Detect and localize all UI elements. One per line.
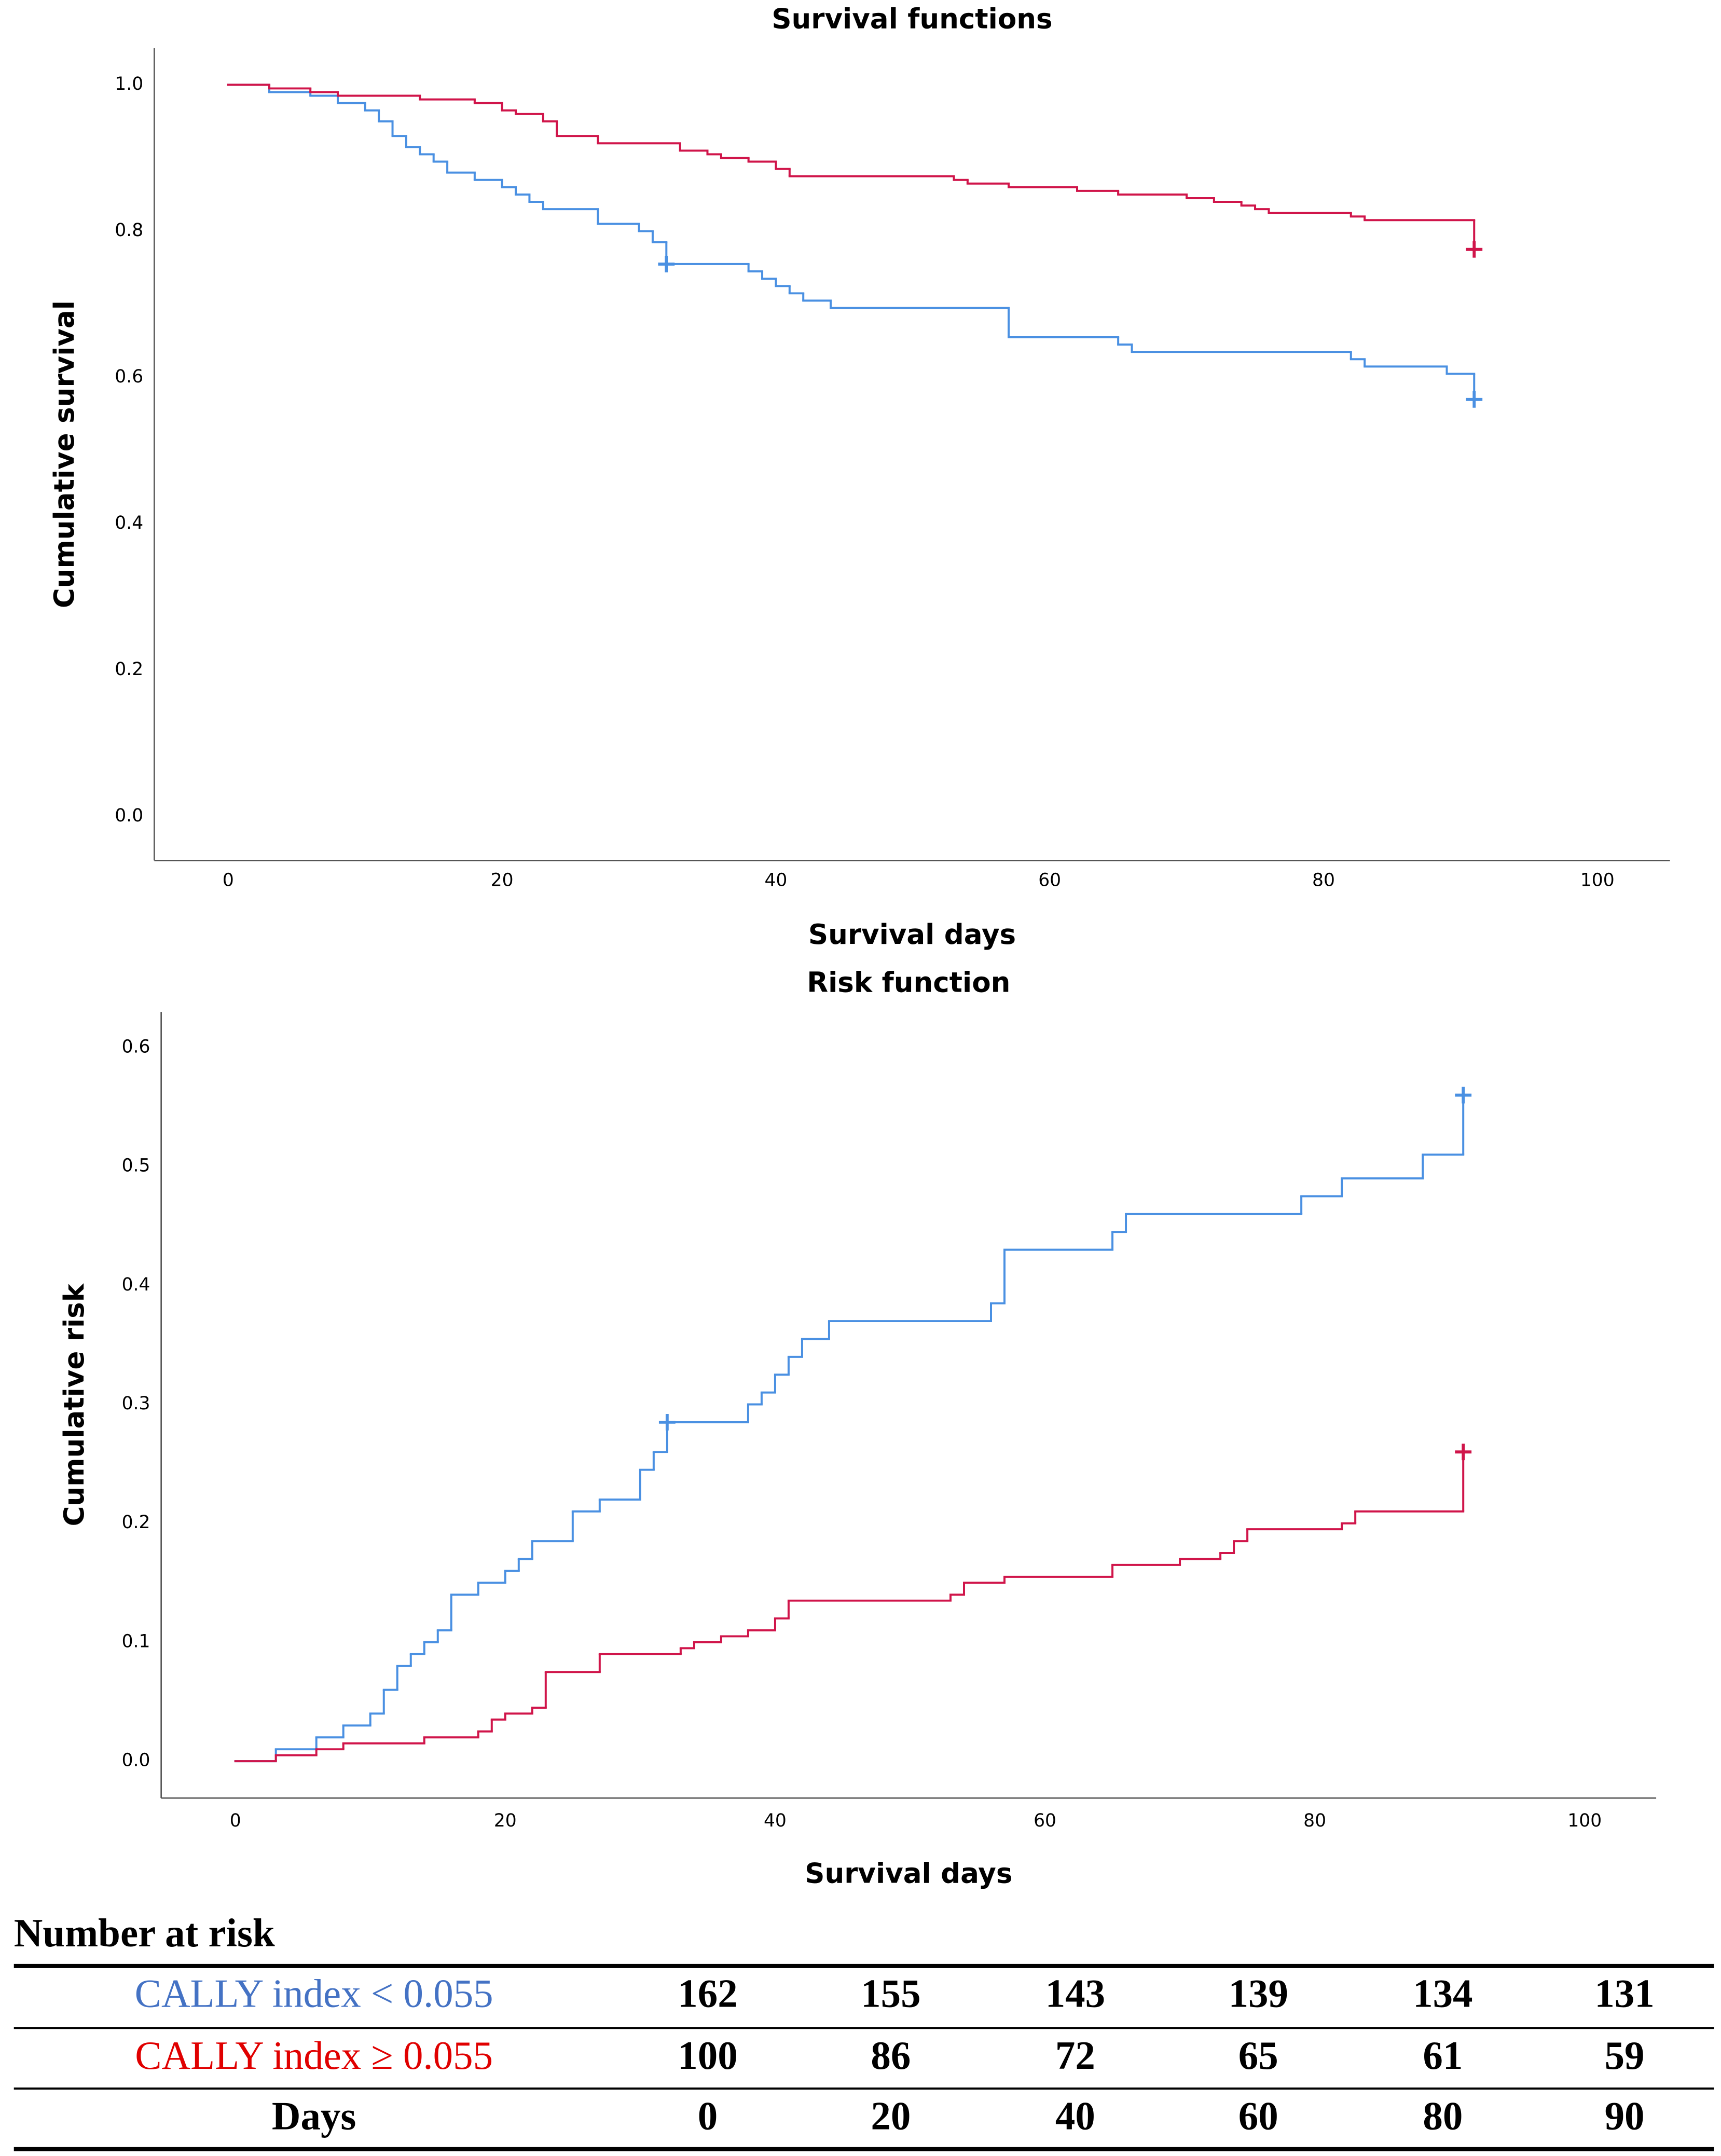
x-tick-label: 20 xyxy=(491,870,514,891)
table-cell: 61 xyxy=(1423,2033,1463,2078)
censor-mark xyxy=(658,255,675,272)
y-tick-label: 0.5 xyxy=(122,1156,150,1176)
x-tick-label: 60 xyxy=(1038,870,1061,891)
table-cell: 0 xyxy=(698,2094,718,2138)
censor-mark xyxy=(1466,241,1483,258)
x-tick-label: 100 xyxy=(1580,870,1615,891)
x-tick-label: 80 xyxy=(1312,870,1335,891)
table-cell: 59 xyxy=(1605,2033,1645,2078)
table-title: Number at risk xyxy=(14,1911,275,1955)
table-cell: 65 xyxy=(1238,2033,1278,2078)
chart-title: Risk function xyxy=(807,967,1010,999)
table-cell: 60 xyxy=(1238,2094,1278,2138)
y-tick-label: 0.6 xyxy=(122,1036,150,1057)
chart-title: Survival functions xyxy=(772,3,1052,35)
table-cell: 155 xyxy=(861,1971,920,2016)
x-tick-label: 20 xyxy=(494,1810,517,1831)
row-label: Days xyxy=(272,2094,356,2138)
y-tick-label: 0.2 xyxy=(115,659,143,680)
x-axis-label: Survival days xyxy=(808,918,1016,951)
y-tick-label: 0.0 xyxy=(115,805,143,826)
y-tick-label: 0.8 xyxy=(115,220,143,241)
x-axis-label: Survival days xyxy=(805,1857,1012,1889)
table-cell: 143 xyxy=(1045,1971,1105,2016)
x-tick-label: 40 xyxy=(764,870,787,891)
y-axis-label: Cumulative risk xyxy=(58,1283,90,1526)
y-tick-label: 0.4 xyxy=(115,513,143,533)
table-cell: 90 xyxy=(1605,2094,1645,2138)
y-tick-label: 0.1 xyxy=(122,1631,150,1652)
x-tick-label: 60 xyxy=(1034,1810,1056,1831)
table-cell: 20 xyxy=(871,2094,911,2138)
x-tick-label: 100 xyxy=(1567,1810,1602,1831)
table-cell: 134 xyxy=(1413,1971,1472,2016)
table-cell: 131 xyxy=(1594,1971,1654,2016)
censor-mark xyxy=(658,1413,676,1431)
censor-mark xyxy=(1455,1444,1472,1461)
x-tick-label: 40 xyxy=(764,1810,787,1831)
x-tick-label: 0 xyxy=(230,1810,241,1831)
row-label: CALLY index < 0.055 xyxy=(135,1971,493,2016)
y-tick-label: 0.6 xyxy=(115,366,143,387)
censor-mark xyxy=(1466,391,1483,408)
table-cell: 80 xyxy=(1423,2094,1463,2138)
x-tick-label: 80 xyxy=(1303,1810,1326,1831)
y-axis-label: Cumulative survival xyxy=(48,300,80,608)
y-tick-label: 1.0 xyxy=(115,74,143,94)
table-cell: 86 xyxy=(871,2033,911,2078)
y-tick-label: 0.4 xyxy=(122,1274,150,1295)
table-cell: 72 xyxy=(1055,2033,1095,2078)
row-label: CALLY index ≥ 0.055 xyxy=(135,2033,493,2078)
x-tick-label: 0 xyxy=(223,870,234,891)
table-cell: 100 xyxy=(678,2033,737,2078)
y-tick-label: 0.2 xyxy=(122,1512,150,1533)
table-cell: 40 xyxy=(1055,2094,1095,2138)
y-tick-label: 0.3 xyxy=(122,1393,150,1414)
y-tick-label: 0.0 xyxy=(122,1750,150,1771)
table-cell: 139 xyxy=(1229,1971,1288,2016)
table-cell: 162 xyxy=(678,1971,737,2016)
censor-mark xyxy=(1455,1087,1472,1104)
